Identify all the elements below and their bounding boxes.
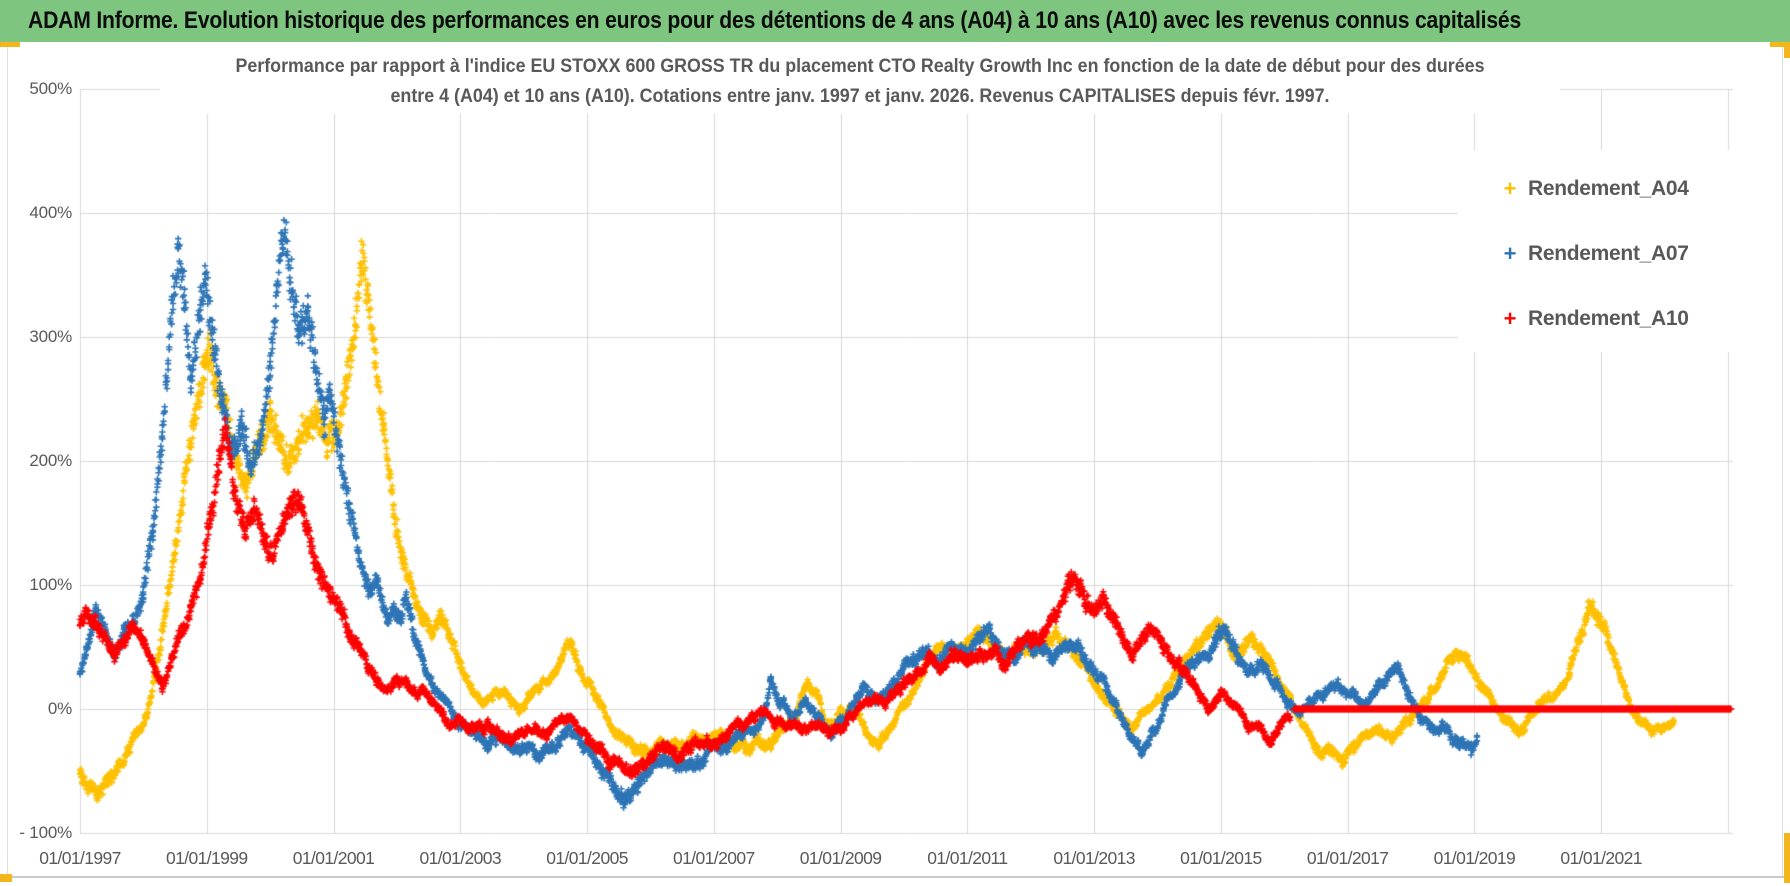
- x-axis-tick-label: 01/01/2005: [546, 848, 628, 868]
- plus-marker-icon: +: [1503, 306, 1517, 332]
- y-axis-tick-label: 300%: [29, 327, 72, 346]
- y-axis-tick-label: 0%: [47, 699, 72, 718]
- banner-text: ADAM Informe. Evolution historique des p…: [28, 7, 1522, 34]
- x-axis-tick-label: 01/01/2017: [1306, 848, 1389, 868]
- legend-item-label: Rendement_A10: [1528, 307, 1689, 331]
- chart-title-line2: entre 4 (A04) et 10 ans (A10). Cotations…: [390, 86, 1330, 107]
- selection-accent-top-right-v: [1784, 42, 1790, 58]
- selection-accent-bottom-right: [1784, 833, 1790, 883]
- selection-accent-top-left: [0, 42, 20, 47]
- x-axis-tick-label: 01/01/1999: [165, 848, 248, 868]
- legend-item-rendement_a07[interactable]: + Rendement_A07: [1458, 221, 1742, 286]
- plus-marker-icon: +: [1503, 175, 1517, 201]
- y-axis-tick-label: 200%: [29, 451, 72, 470]
- x-axis-tick-label: 01/01/2015: [1180, 848, 1262, 868]
- legend-item-label: Rendement_A04: [1528, 176, 1689, 200]
- x-axis-tick-label: 01/01/2007: [673, 848, 755, 868]
- x-axis-tick-label: 01/01/2013: [1053, 848, 1135, 868]
- chart-container[interactable]: Performance par rapport à l'indice EU ST…: [0, 42, 1790, 886]
- x-axis-tick-label: 01/01/2001: [292, 848, 375, 868]
- legend-item-label: Rendement_A07: [1528, 241, 1689, 265]
- x-axis-tick-label: 01/01/2003: [419, 848, 502, 868]
- legend[interactable]: + Rendement_A04 + Rendement_A07 + Rendement_A…: [1458, 150, 1742, 352]
- banner: ADAM Informe. Evolution historique des p…: [0, 0, 1790, 42]
- x-axis-tick-label: 01/01/2009: [799, 848, 882, 868]
- legend-item-rendement_a10[interactable]: + Rendement_A10: [1458, 287, 1742, 352]
- chart-title: Performance par rapport à l'indice EU ST…: [160, 50, 1560, 114]
- x-axis-tick-label: 01/01/2019: [1433, 848, 1516, 868]
- y-axis-tick-label: 400%: [29, 203, 72, 222]
- selection-accent-top-right: [1770, 42, 1790, 47]
- selection-accent-bottom-left: [0, 874, 12, 882]
- legend-item-rendement_a04[interactable]: + Rendement_A04: [1458, 156, 1742, 221]
- x-axis-tick-label: 01/01/1997: [39, 848, 121, 868]
- chart-title-line1: Performance par rapport à l'indice EU ST…: [235, 56, 1485, 77]
- y-axis-tick-label: 100%: [29, 575, 72, 594]
- y-axis-tick-label: 500%: [29, 79, 72, 98]
- x-axis-tick-label: 01/01/2021: [1560, 848, 1642, 868]
- plus-marker-icon: +: [1503, 240, 1517, 266]
- y-axis-tick-label: - 100%: [19, 823, 72, 842]
- x-axis-tick-label: 01/01/2011: [927, 848, 1008, 868]
